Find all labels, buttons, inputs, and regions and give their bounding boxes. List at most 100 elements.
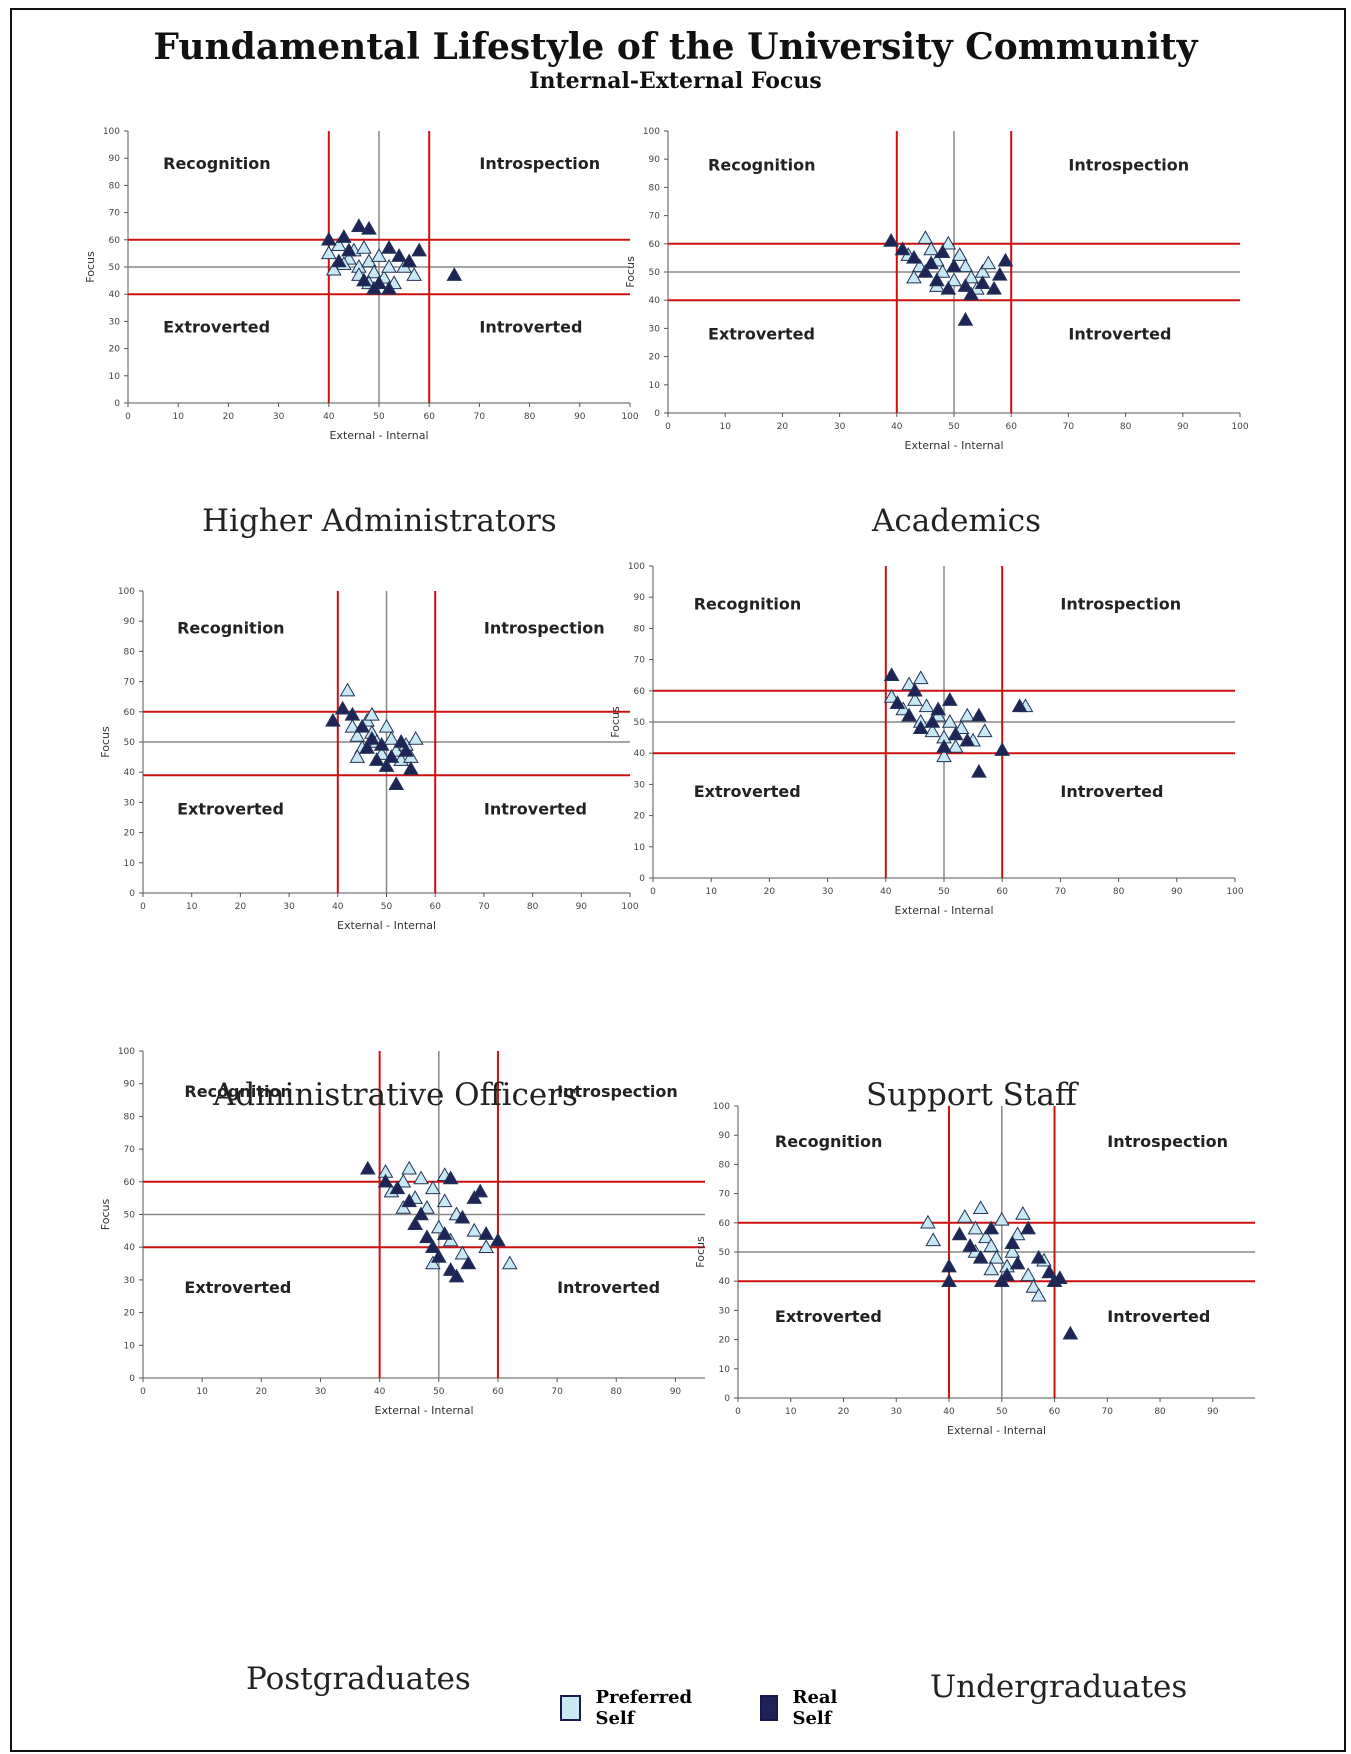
preferred-self-point (912, 670, 929, 685)
preferred-self-point (349, 727, 366, 742)
preferred-self-point (978, 1229, 994, 1244)
x-tick-label: 50 (938, 887, 950, 897)
preferred-self-point (946, 272, 962, 287)
preferred-self-point (993, 1211, 1010, 1226)
real-self-point (448, 1268, 465, 1283)
real-self-point (413, 1206, 429, 1221)
real-self-point (320, 231, 337, 246)
x-tick-label: 100 (1231, 422, 1248, 432)
real-self-point (354, 718, 371, 733)
real-self-point (912, 720, 929, 734)
preferred-self-point (383, 730, 400, 745)
x-axis-label: External - Internal (905, 439, 1004, 452)
preferred-self-point (356, 239, 372, 254)
chart-panel-support-staff: 0 10 20 30 40 50 60 70 80 90 100 0 10 20 30 40 50 60 70 80 9… (605, 560, 1245, 920)
scatter-chart: 0 10 20 30 40 50 60 70 80 90 100 0 10 20 30 40 50 60 70 80 9… (624, 127, 1249, 452)
y-tick-label: 100 (103, 127, 120, 137)
y-axis-label: Focus (99, 1199, 112, 1231)
y-tick-label: 80 (109, 181, 121, 191)
quadrant-label: Introspection (479, 154, 600, 173)
y-tick-label: 10 (649, 381, 661, 391)
page-title: Fundamental Lifestyle of the University … (153, 26, 1198, 68)
y-axis-label: Focus (609, 706, 622, 738)
x-tick-label: 60 (1005, 422, 1017, 432)
real-self-point (430, 1249, 447, 1263)
x-tick-label: 20 (235, 902, 247, 912)
y-tick-label: 0 (654, 409, 660, 419)
y-tick-label: 50 (649, 268, 661, 278)
y-tick-label: 40 (124, 1243, 136, 1253)
legend-item-real-self: Real Self (760, 1687, 847, 1729)
x-axis-label: External - Internal (337, 919, 436, 932)
real-self-point (936, 738, 952, 753)
real-self-point (934, 244, 951, 259)
x-tick-label: 80 (527, 902, 539, 912)
real-self-point (388, 776, 405, 791)
y-tick-label: 90 (124, 617, 136, 627)
real-self-point (957, 278, 974, 292)
y-tick-label: 70 (719, 1190, 731, 1200)
x-tick-label: 80 (1154, 1407, 1166, 1417)
real-self-point (997, 252, 1014, 267)
real-self-point (941, 1273, 957, 1287)
preferred-self-point (1030, 1287, 1047, 1302)
quadrant-label: Recognition (708, 155, 816, 174)
preferred-self-point (967, 1220, 984, 1235)
preferred-self-point (906, 269, 922, 284)
real-self-point (928, 272, 945, 287)
y-tick-label: 30 (124, 1276, 136, 1286)
preferred-self-point (1025, 1279, 1042, 1293)
y-tick-label: 60 (124, 708, 136, 718)
y-tick-label: 50 (124, 1211, 136, 1221)
quadrant-label: Extroverted (708, 325, 815, 344)
real-self-point (959, 732, 976, 747)
preferred-self-point (430, 1219, 447, 1234)
preferred-self-point (925, 1232, 942, 1247)
real-self-point (335, 229, 352, 243)
real-self-point (460, 1255, 477, 1270)
preferred-self-point (924, 723, 941, 738)
y-tick-label: 80 (634, 624, 646, 634)
y-tick-label: 60 (124, 1178, 136, 1188)
preferred-self-point (951, 247, 968, 261)
y-tick-label: 20 (124, 1309, 136, 1319)
y-tick-label: 20 (649, 353, 661, 363)
real-self-point (947, 726, 964, 741)
y-tick-label: 40 (634, 749, 646, 759)
y-tick-label: 50 (634, 718, 646, 728)
quadrant-label: Introspection (1068, 155, 1189, 174)
real-self-point (359, 1160, 376, 1175)
real-self-point (341, 242, 357, 257)
real-self-point (359, 740, 375, 754)
y-tick-label: 0 (129, 889, 135, 899)
preferred-self-point (918, 698, 935, 713)
x-tick-label: 70 (551, 1387, 563, 1397)
y-tick-label: 30 (109, 317, 121, 327)
preferred-self-point (923, 241, 939, 256)
preferred-self-point (407, 730, 424, 745)
y-tick-label: 10 (124, 859, 136, 869)
chart-panel-postgraduates: 0 10 20 30 40 50 60 70 80 90 100 0 10 20 30 40 50 60 70 80 9… (95, 1045, 715, 1420)
preferred-self-point (953, 720, 970, 734)
preferred-self-point (320, 245, 337, 260)
x-tick-label: 50 (373, 412, 385, 422)
x-tick-label: 80 (1120, 422, 1132, 432)
real-self-point (401, 1193, 418, 1208)
preferred-self-point (371, 248, 387, 262)
x-tick-label: 20 (764, 887, 776, 897)
real-self-point (994, 742, 1011, 756)
x-axis-label: External - Internal (330, 429, 429, 442)
preferred-self-point (501, 1255, 518, 1270)
real-self-point (999, 1267, 1015, 1282)
scatter-chart: 0 10 20 30 40 50 60 70 80 90 100 0 10 20 30 40 50 60 70 80 9… (609, 562, 1244, 917)
scatter-chart: 0 10 20 30 40 50 60 70 80 90 100 0 10 20 30 40 50 60 70 80 9… (99, 1047, 705, 1417)
real-self-point (983, 1220, 1000, 1235)
real-self-point (330, 253, 347, 268)
y-tick-label: 90 (634, 593, 646, 603)
real-self-point (889, 695, 906, 710)
real-self-point (401, 253, 417, 268)
preferred-self-point (983, 1261, 1000, 1276)
caption-support-staff: Support Staff (866, 1077, 1077, 1113)
real-self-point (368, 752, 385, 766)
quadrant-label: Extroverted (184, 1278, 291, 1297)
